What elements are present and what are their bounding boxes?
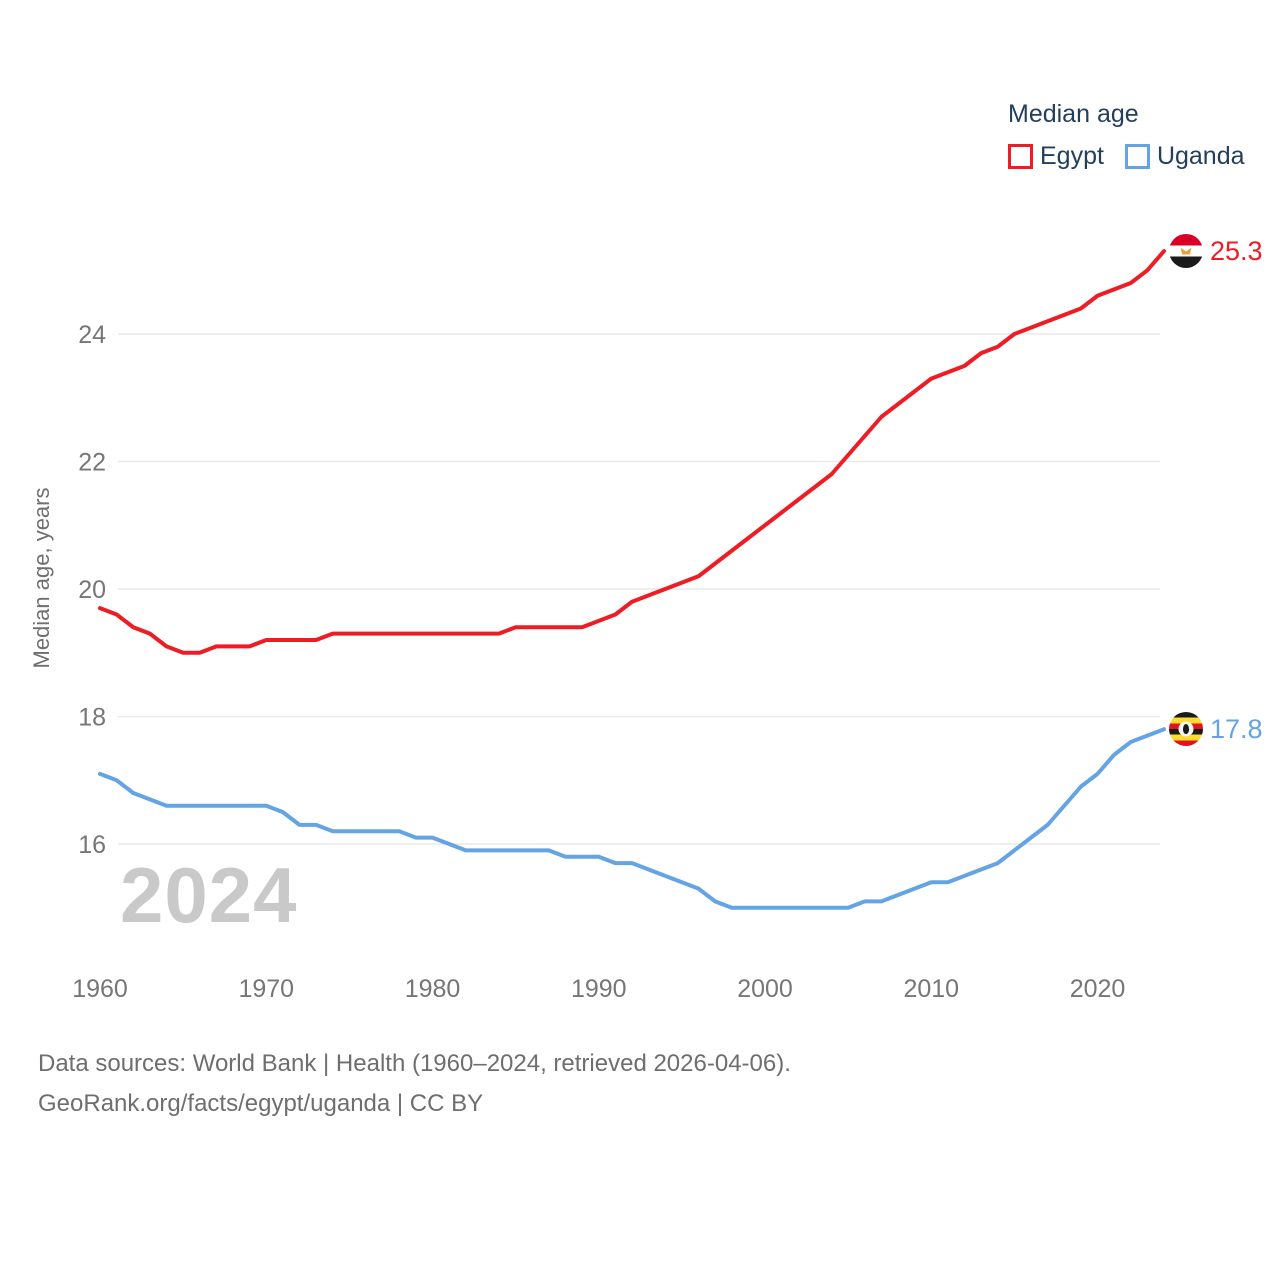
footer-data-sources: Data sources: World Bank | Health (1960–…: [38, 1050, 791, 1077]
x-tick-label-1990: 1990: [571, 975, 627, 1003]
egypt-end-value: 25.3: [1210, 235, 1263, 266]
uganda-swatch-icon: [1124, 144, 1150, 169]
y-tick-label-22: 22: [78, 449, 106, 477]
year-watermark: 2024: [120, 851, 298, 939]
uganda-crane-icon: [1183, 724, 1189, 735]
y-tick-label-24: 24: [78, 321, 106, 349]
x-tick-label-1960: 1960: [72, 975, 128, 1003]
y-axis-title: Median age, years: [29, 487, 54, 669]
legend-item-egypt[interactable]: Egypt: [1008, 142, 1104, 171]
legend-label-egypt: Egypt: [1040, 142, 1104, 170]
series-line-uganda: [98, 727, 1166, 910]
x-tick-label-2020: 2020: [1070, 975, 1126, 1003]
y-tick-label-20: 20: [78, 576, 106, 604]
egypt-flag-icon: [1169, 234, 1203, 269]
x-tick-label-2010: 2010: [903, 975, 959, 1003]
legend: Median age Egypt Uganda: [1008, 100, 1245, 171]
x-tick-label-1970: 1970: [238, 975, 294, 1003]
uganda-end-value: 17.8: [1210, 713, 1263, 744]
x-tick-label-1980: 1980: [405, 975, 461, 1003]
footer: Data sources: World Bank | Health (1960–…: [38, 1044, 791, 1124]
footer-attribution-link[interactable]: GeoRank.org/facts/egypt/uganda | CC BY: [38, 1090, 484, 1117]
legend-label-uganda: Uganda: [1156, 142, 1245, 170]
uganda-end-label: 17.8: [1169, 712, 1263, 747]
legend-item-uganda[interactable]: Uganda: [1124, 142, 1245, 171]
legend-title: Median age: [1008, 100, 1139, 128]
egypt-end-label: 25.3: [1169, 234, 1263, 269]
egypt-eagle-icon: [1180, 247, 1192, 255]
x-tick-label-2000: 2000: [737, 975, 793, 1003]
series-line-egypt: [98, 249, 1166, 655]
y-tick-label-16: 16: [78, 831, 106, 859]
egypt-swatch-icon: [1008, 144, 1033, 169]
legend-items: Egypt Uganda: [1008, 142, 1245, 171]
y-tick-label-18: 18: [78, 704, 106, 732]
uganda-flag-icon: [1169, 712, 1203, 747]
